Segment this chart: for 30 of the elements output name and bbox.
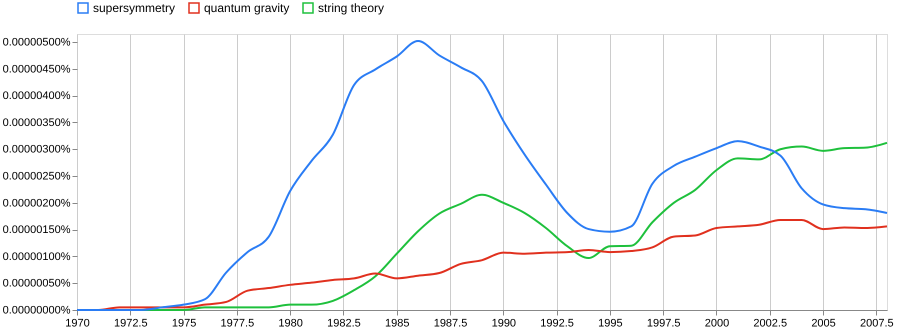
x-tick-label: 1977.5 <box>220 318 254 330</box>
y-tick-label: 0.00000200% <box>2 197 71 210</box>
x-tick-label: 2000 <box>704 318 730 330</box>
x-tick-label: 2002.5 <box>753 318 788 330</box>
y-tick-label: 0.00000250% <box>2 170 71 183</box>
legend-label: quantum gravity <box>204 1 290 15</box>
y-tick-label: 0.00000050% <box>2 278 71 290</box>
x-tick-label: 1982.5 <box>327 318 361 330</box>
y-tick-label: 0.00000350% <box>2 116 71 129</box>
y-tick-label: 0.00000400% <box>2 90 71 102</box>
y-tick-label: 0.00000500% <box>2 36 71 49</box>
x-tick-label: 1990 <box>492 318 516 330</box>
y-tick-label: 0.00000300% <box>2 144 71 156</box>
x-tick-label: 1980 <box>278 318 303 330</box>
x-tick-label: 2005 <box>811 318 836 330</box>
legend-label: supersymmetry <box>93 1 176 15</box>
x-tick-label: 1975 <box>172 318 196 330</box>
x-tick-label: 1992.5 <box>540 318 574 330</box>
y-tick-label: 0.00000450% <box>2 63 71 76</box>
y-tick-label: 0.00000150% <box>2 224 71 236</box>
y-tick-label: 0.00000100% <box>2 250 71 263</box>
x-tick-label: 1972.5 <box>114 318 148 330</box>
x-tick-label: 1970 <box>65 318 90 330</box>
x-tick-label: 2007.5 <box>860 318 894 330</box>
y-tick-label: 0.00000000% <box>2 304 71 316</box>
x-tick-label: 1985 <box>384 318 410 330</box>
x-tick-label: 1987.5 <box>434 318 468 330</box>
x-tick-label: 1997.5 <box>646 318 681 330</box>
legend-label: string theory <box>318 1 384 15</box>
x-tick-label: 1995 <box>598 318 623 330</box>
